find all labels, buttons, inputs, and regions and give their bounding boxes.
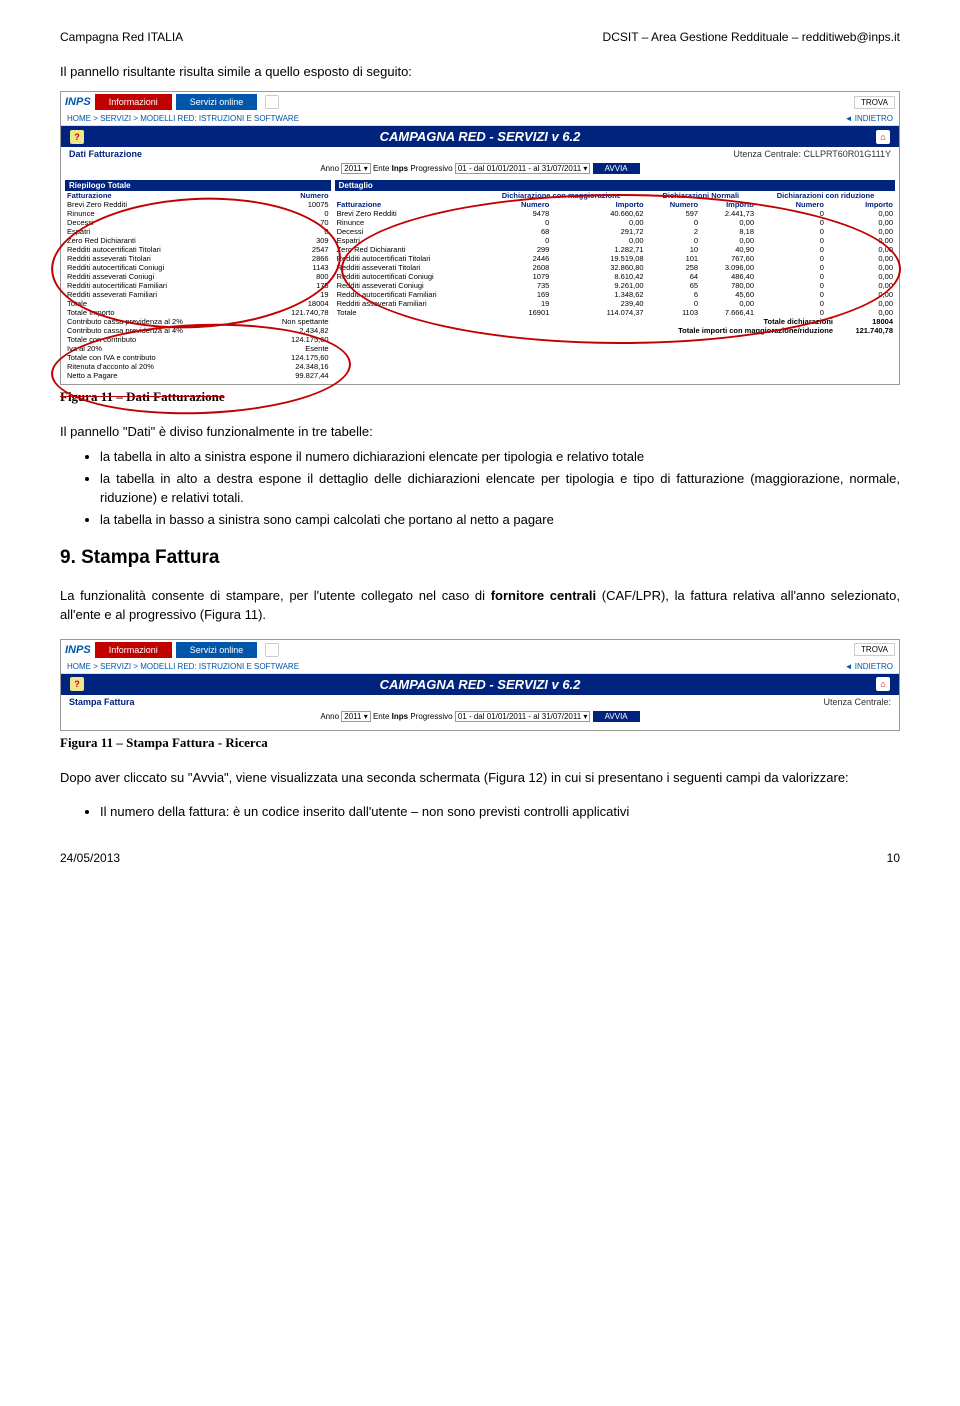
table-row: Rinunce0 [65, 209, 331, 218]
table-row: Contributo cassa previdenza al 4%2.434,8… [65, 326, 331, 335]
prog-select[interactable]: 01 - dal 01/01/2011 - al 31/07/2011 ▾ [455, 711, 591, 722]
subhead-left: Stampa Fattura [69, 697, 135, 707]
bullet: la tabella in alto a sinistra espone il … [100, 447, 900, 467]
home-icon[interactable]: ⌂ [876, 677, 890, 691]
bullet: la tabella in alto a destra espone il de… [100, 469, 900, 508]
table-row: Redditi asseverati Familiari19239,4000,0… [335, 299, 895, 308]
table-row: Redditi autocertificati Familiari175 [65, 281, 331, 290]
trova-button[interactable]: TROVA [854, 643, 895, 656]
tab-servizi-online[interactable]: Servizi online [176, 94, 258, 110]
help-icon[interactable]: ? [70, 130, 84, 144]
table-row: Redditi autocertificati Coniugi1143 [65, 263, 331, 272]
search-icon[interactable] [265, 643, 279, 657]
figure-caption-2: Figura 11 – Stampa Fattura - Ricerca [60, 735, 900, 751]
ente-label: Ente [373, 164, 389, 173]
table-row: Decessi70 [65, 218, 331, 227]
table-row: Redditi asseverati Coniugi7359.261,00657… [335, 281, 895, 290]
dettaglio-header: Dettaglio [335, 180, 895, 191]
table-row: Decessi68291,7228,1800,00 [335, 227, 895, 236]
prog-label: Progressivo [410, 164, 452, 173]
subhead-right: Utenza Centrale: CLLPRT60R01G111Y [733, 149, 891, 159]
section-heading: 9. Stampa Fattura [60, 547, 900, 569]
table-row: Brevi Zero Redditi10075 [65, 200, 331, 209]
figure-caption-1: Figura 11 – Dati Fatturazione [60, 389, 900, 405]
intro-text: Il pannello risultante risulta simile a … [60, 64, 900, 79]
tab-informazioni[interactable]: Informazioni [95, 94, 172, 110]
table-row: Redditi asseverati Familiari19 [65, 290, 331, 299]
inps-logo: INPS [65, 644, 91, 656]
footer-date: 24/05/2013 [60, 851, 120, 865]
bullet-list-2: Il numero della fattura: è un codice ins… [100, 802, 900, 822]
footer-page: 10 [887, 851, 900, 865]
table-row: Netto a Pagare99.827,44 [65, 371, 331, 380]
anno-select[interactable]: 2011 ▾ [341, 163, 370, 174]
text-panel-desc: Il pannello "Dati" è diviso funzionalmen… [60, 423, 900, 441]
bullet: Il numero della fattura: è un codice ins… [100, 802, 900, 822]
table-row: Redditi asseverati Titolari2866 [65, 254, 331, 263]
para-dopo-avvia: Dopo aver cliccato su "Avvia", viene vis… [60, 769, 900, 788]
table-row: Totale con contributo124.175,60 [65, 335, 331, 344]
bullet-list-1: la tabella in alto a sinistra espone il … [100, 447, 900, 529]
breadcrumb[interactable]: HOME > SERVIZI > MODELLI RED: ISTRUZIONI… [67, 114, 299, 123]
table-row: Redditi autocertificati Titolari2547 [65, 245, 331, 254]
breadcrumb[interactable]: HOME > SERVIZI > MODELLI RED: ISTRUZIONI… [67, 662, 299, 671]
trova-button[interactable]: TROVA [854, 96, 895, 109]
table-row: Totale Importo121.740,78 [65, 308, 331, 317]
indietro-link[interactable]: ◄ INDIETRO [845, 114, 893, 123]
table-row: Redditi autocertificati Familiari1691.34… [335, 290, 895, 299]
table-row: Iva al 20%Esente [65, 344, 331, 353]
table-row: Zero Red Dichiaranti2991.282,711040,9000… [335, 245, 895, 254]
table-row: Espatri0 [65, 227, 331, 236]
subhead-left: Dati Fatturazione [69, 149, 142, 159]
anno-label: Anno [320, 712, 339, 721]
riepilogo-table: FatturazioneNumero Brevi Zero Redditi100… [65, 191, 331, 380]
table-row: Redditi asseverati Coniugi800 [65, 272, 331, 281]
home-icon[interactable]: ⌂ [876, 130, 890, 144]
banner-title: CAMPAGNA RED - SERVIZI v 6.2 [380, 129, 581, 144]
ente-value: Inps [392, 164, 408, 173]
header-left: Campagna Red ITALIA [60, 30, 183, 44]
table-row: Zero Red Dichiaranti309 [65, 236, 331, 245]
dettaglio-table: Dichiarazione con maggiorazione Dichiara… [335, 191, 895, 317]
table-row: Redditi asseverati Titolari260832.860,80… [335, 263, 895, 272]
table-row: Contributo cassa previdenza al 2%Non spe… [65, 317, 331, 326]
help-icon[interactable]: ? [70, 677, 84, 691]
anno-select[interactable]: 2011 ▾ [341, 711, 370, 722]
tab-informazioni[interactable]: Informazioni [95, 642, 172, 658]
screenshot-dati-fatturazione: INPS Informazioni Servizi online TROVA H… [60, 91, 900, 385]
ente-label: Ente [373, 712, 389, 721]
prog-label: Progressivo [410, 712, 452, 721]
table-row: Totale16901114.074,3711037.666,4100,00 [335, 308, 895, 317]
avvia-button[interactable]: AVVIA [593, 711, 640, 722]
screenshot-stampa-fattura: INPS Informazioni Servizi online TROVA H… [60, 639, 900, 731]
header-right: DCSIT – Area Gestione Reddituale – reddi… [603, 30, 900, 44]
riepilogo-header: Riepilogo Totale [65, 180, 331, 191]
table-row: Brevi Zero Redditi947840.660,625972.441,… [335, 209, 895, 218]
table-row: Espatri00,0000,0000,00 [335, 236, 895, 245]
table-row: Redditi autocertificati Coniugi10798.610… [335, 272, 895, 281]
subhead-right: Utenza Centrale: [823, 697, 891, 707]
inps-logo: INPS [65, 96, 91, 108]
search-icon[interactable] [265, 95, 279, 109]
bullet: la tabella in basso a sinistra sono camp… [100, 510, 900, 530]
tab-servizi-online[interactable]: Servizi online [176, 642, 258, 658]
table-row: Redditi autocertificati Titolari244619.5… [335, 254, 895, 263]
table-row: Totale con IVA e contributo124.175,60 [65, 353, 331, 362]
para-stampa-fattura: La funzionalità consente di stampare, pe… [60, 587, 900, 625]
anno-label: Anno [320, 164, 339, 173]
prog-select[interactable]: 01 - dal 01/01/2011 - al 31/07/2011 ▾ [455, 163, 591, 174]
indietro-link[interactable]: ◄ INDIETRO [845, 662, 893, 671]
table-row: Rinunce00,0000,0000,00 [335, 218, 895, 227]
table-row: Totale18004 [65, 299, 331, 308]
ente-value: Inps [392, 712, 408, 721]
totali-table: Totale dichiarazioni18004 Totale importi… [335, 317, 895, 335]
banner-title: CAMPAGNA RED - SERVIZI v 6.2 [380, 677, 581, 692]
table-row: Ritenuta d'acconto al 20%24.348,16 [65, 362, 331, 371]
avvia-button[interactable]: AVVIA [593, 163, 640, 174]
